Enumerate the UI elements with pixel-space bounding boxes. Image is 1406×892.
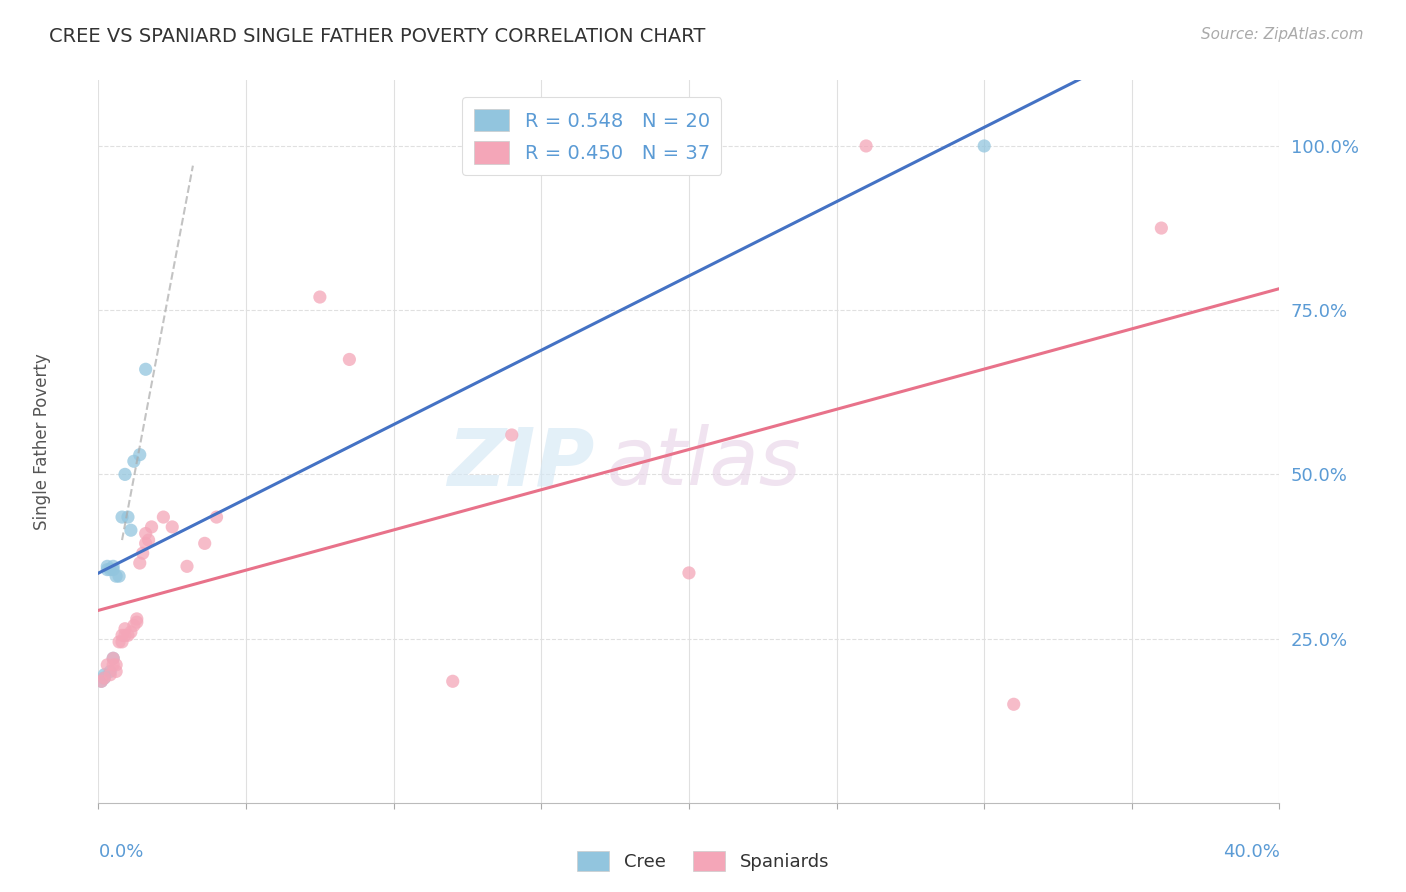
Point	[441, 674, 464, 689]
Point	[111, 628, 134, 642]
Point	[103, 651, 125, 665]
Point	[125, 612, 148, 626]
Point	[135, 362, 157, 376]
Point	[138, 533, 160, 547]
Point	[855, 139, 877, 153]
Text: atlas: atlas	[606, 425, 801, 502]
Text: Single Father Poverty: Single Father Poverty	[32, 353, 51, 530]
Point	[309, 290, 332, 304]
Point	[122, 454, 145, 468]
Point	[90, 674, 112, 689]
Point	[98, 667, 121, 681]
Point	[122, 618, 145, 632]
Point	[141, 520, 163, 534]
Text: CREE VS SPANIARD SINGLE FATHER POVERTY CORRELATION CHART: CREE VS SPANIARD SINGLE FATHER POVERTY C…	[49, 27, 706, 45]
Text: 0.0%: 0.0%	[98, 843, 143, 861]
Point	[103, 563, 125, 577]
Point	[96, 559, 118, 574]
Point	[114, 628, 136, 642]
Point	[120, 625, 142, 640]
Text: Source: ZipAtlas.com: Source: ZipAtlas.com	[1201, 27, 1364, 42]
Point	[108, 635, 131, 649]
Point	[90, 674, 112, 689]
Point	[1150, 221, 1173, 235]
Point	[105, 665, 128, 679]
Point	[117, 510, 139, 524]
Point	[1002, 698, 1025, 712]
Point	[120, 523, 142, 537]
Point	[678, 566, 700, 580]
Point	[132, 546, 155, 560]
Point	[501, 428, 523, 442]
Point	[339, 352, 361, 367]
Point	[194, 536, 217, 550]
Point	[111, 635, 134, 649]
Point	[108, 569, 131, 583]
Point	[96, 563, 118, 577]
Point	[103, 657, 125, 672]
Point	[205, 510, 228, 524]
Point	[105, 569, 128, 583]
Point	[103, 559, 125, 574]
Point	[114, 467, 136, 482]
Text: ZIP: ZIP	[447, 425, 595, 502]
Legend: Cree, Spaniards: Cree, Spaniards	[569, 844, 837, 879]
Point	[128, 448, 150, 462]
Legend: R = 0.548   N = 20, R = 0.450   N = 37: R = 0.548 N = 20, R = 0.450 N = 37	[463, 97, 721, 175]
Point	[93, 671, 115, 685]
Point	[93, 667, 115, 681]
Point	[103, 651, 125, 665]
Point	[93, 671, 115, 685]
Point	[98, 665, 121, 679]
Point	[162, 520, 183, 534]
Point	[105, 657, 128, 672]
Point	[117, 628, 139, 642]
Point	[114, 622, 136, 636]
Point	[111, 510, 134, 524]
Point	[125, 615, 148, 630]
Point	[152, 510, 174, 524]
Point	[176, 559, 198, 574]
Point	[98, 563, 121, 577]
Text: 40.0%: 40.0%	[1223, 843, 1279, 861]
Point	[973, 139, 995, 153]
Point	[135, 536, 157, 550]
Point	[135, 526, 157, 541]
Point	[128, 556, 150, 570]
Point	[96, 657, 118, 672]
